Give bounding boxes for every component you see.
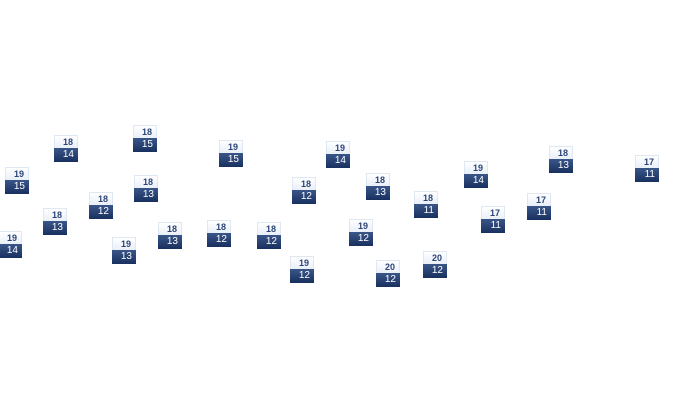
temperature-marker[interactable]: 19 12 (349, 219, 373, 246)
low-temperature: 12 (207, 233, 231, 247)
temperature-marker[interactable]: 17 11 (527, 193, 551, 220)
low-temperature: 15 (133, 138, 157, 152)
low-temperature: 14 (464, 174, 488, 188)
low-temperature: 12 (89, 205, 113, 219)
high-temperature: 18 (366, 173, 390, 186)
high-temperature: 18 (89, 192, 113, 205)
high-temperature: 19 (0, 231, 22, 244)
high-temperature: 18 (133, 125, 157, 138)
temperature-marker[interactable]: 17 11 (635, 155, 659, 182)
temperature-marker[interactable]: 19 15 (219, 140, 243, 167)
high-temperature: 19 (290, 256, 314, 269)
low-temperature: 13 (112, 250, 136, 264)
high-temperature: 18 (207, 220, 231, 233)
low-temperature: 11 (481, 219, 505, 233)
temperature-marker[interactable]: 18 13 (134, 175, 158, 202)
temperature-marker[interactable]: 18 13 (549, 146, 573, 173)
temperature-marker[interactable]: 19 14 (326, 141, 350, 168)
high-temperature: 18 (549, 146, 573, 159)
temperature-marker[interactable]: 17 11 (481, 206, 505, 233)
low-temperature: 13 (549, 159, 573, 173)
high-temperature: 19 (326, 141, 350, 154)
temperature-marker[interactable]: 19 12 (290, 256, 314, 283)
low-temperature: 11 (635, 168, 659, 182)
high-temperature: 17 (635, 155, 659, 168)
temperature-marker[interactable]: 18 15 (133, 125, 157, 152)
high-temperature: 18 (54, 135, 78, 148)
temperature-marker[interactable]: 18 13 (43, 208, 67, 235)
temperature-marker[interactable]: 19 14 (464, 161, 488, 188)
temperature-marker[interactable]: 19 13 (112, 237, 136, 264)
low-temperature: 14 (326, 154, 350, 168)
low-temperature: 15 (5, 180, 29, 194)
temperature-marker[interactable]: 18 14 (54, 135, 78, 162)
high-temperature: 19 (349, 219, 373, 232)
high-temperature: 20 (423, 251, 447, 264)
low-temperature: 13 (134, 188, 158, 202)
low-temperature: 12 (423, 264, 447, 278)
high-temperature: 20 (376, 260, 400, 273)
low-temperature: 11 (414, 204, 438, 218)
low-temperature: 12 (257, 235, 281, 249)
temperature-marker[interactable]: 18 12 (207, 220, 231, 247)
low-temperature: 13 (366, 186, 390, 200)
high-temperature: 17 (527, 193, 551, 206)
high-temperature: 17 (481, 206, 505, 219)
temperature-marker[interactable]: 20 12 (376, 260, 400, 287)
high-temperature: 18 (158, 222, 182, 235)
high-temperature: 19 (464, 161, 488, 174)
high-temperature: 19 (5, 167, 29, 180)
temperature-marker[interactable]: 18 12 (257, 222, 281, 249)
temperature-marker[interactable]: 18 13 (158, 222, 182, 249)
temperature-marker[interactable]: 20 12 (423, 251, 447, 278)
high-temperature: 19 (112, 237, 136, 250)
temperature-marker[interactable]: 18 13 (366, 173, 390, 200)
low-temperature: 15 (219, 153, 243, 167)
high-temperature: 18 (292, 177, 316, 190)
temperature-marker[interactable]: 18 12 (89, 192, 113, 219)
high-temperature: 18 (134, 175, 158, 188)
low-temperature: 12 (376, 273, 400, 287)
low-temperature: 14 (0, 244, 22, 258)
low-temperature: 13 (43, 221, 67, 235)
low-temperature: 14 (54, 148, 78, 162)
high-temperature: 18 (43, 208, 67, 221)
temperature-marker[interactable]: 18 12 (292, 177, 316, 204)
temperature-marker[interactable]: 19 14 (0, 231, 22, 258)
high-temperature: 18 (414, 191, 438, 204)
high-temperature: 18 (257, 222, 281, 235)
low-temperature: 11 (527, 206, 551, 220)
temperature-marker[interactable]: 19 15 (5, 167, 29, 194)
high-temperature: 19 (219, 140, 243, 153)
low-temperature: 12 (290, 269, 314, 283)
low-temperature: 12 (292, 190, 316, 204)
low-temperature: 13 (158, 235, 182, 249)
temperature-marker[interactable]: 18 11 (414, 191, 438, 218)
low-temperature: 12 (349, 232, 373, 246)
